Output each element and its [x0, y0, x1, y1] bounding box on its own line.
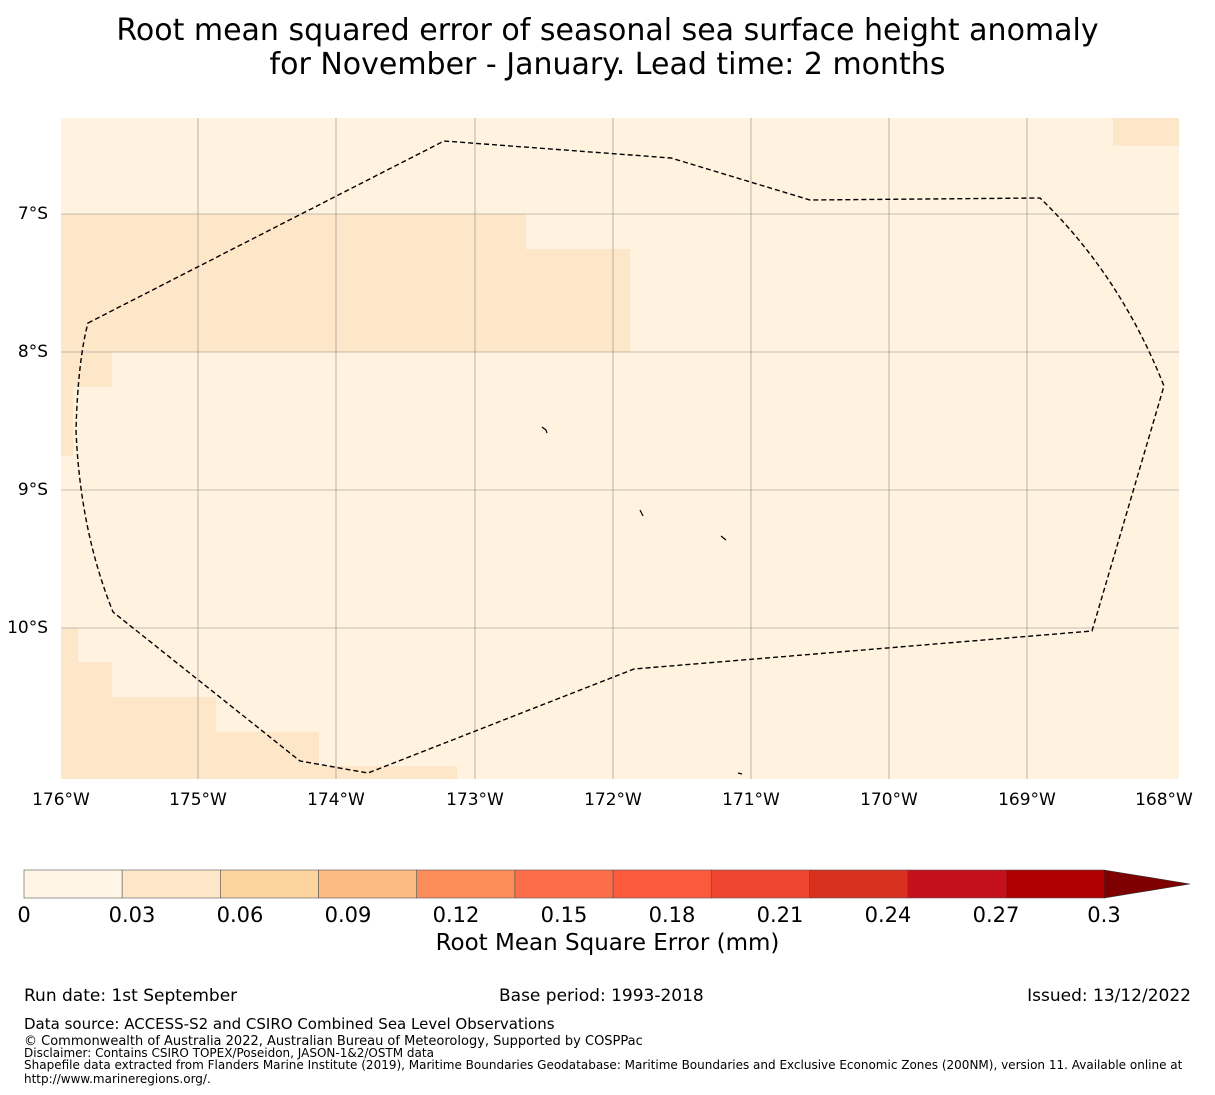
title-line-2: for November - January. Lead time: 2 mon… [269, 47, 946, 82]
gridlines [61, 118, 1179, 779]
rmse-cell [61, 628, 78, 779]
lon-tick: 169°W [998, 790, 1056, 810]
rmse-cell [1113, 118, 1179, 146]
colorbar-tick: 0.12 [433, 903, 480, 927]
title-line-1: Root mean squared error of seasonal sea … [116, 13, 1099, 48]
lat-tick: 10°S [7, 618, 48, 638]
island [720, 535, 727, 541]
lon-ticks: 176°W 175°W 174°W 173°W 172°W 171°W 170°… [32, 790, 1193, 810]
colorbar [23, 869, 1191, 899]
colorbar-tick: 0 [17, 903, 30, 927]
colorbar-tick: 0.3 [1087, 903, 1120, 927]
lat-ticks: 7°S 8°S 9°S 10°S [7, 204, 48, 638]
colorbar-tick: 0.15 [541, 903, 588, 927]
islands [541, 426, 743, 775]
colorbar-segment [121, 869, 221, 899]
disclaimer: Disclaimer: Contains CSIRO TOPEX/Poseido… [24, 1046, 434, 1060]
colorbar-segment [710, 869, 810, 899]
run-date: Run date: 1st September [24, 986, 238, 1006]
colorbar-tick: 0.18 [649, 903, 696, 927]
copyright: © Commonwealth of Australia 2022, Austra… [24, 1034, 643, 1049]
island [541, 426, 548, 434]
data-source: Data source: ACCESS-S2 and CSIRO Combine… [24, 1015, 555, 1033]
island [639, 509, 644, 517]
shapefile-credit: Shapefile data extracted from Flanders M… [24, 1058, 1183, 1072]
base-period: Base period: 1993-2018 [499, 986, 704, 1006]
chart-title: Root mean squared error of seasonal sea … [0, 14, 1215, 82]
lon-tick: 170°W [860, 790, 918, 810]
lon-tick: 173°W [446, 790, 504, 810]
colorbar-tick: 0.27 [973, 903, 1020, 927]
eez-boundary [75, 140, 1165, 774]
colorbar-tick: 0.24 [865, 903, 912, 927]
island [737, 772, 743, 775]
rmse-cell [319, 766, 457, 779]
colorbar-segment [318, 869, 418, 899]
lon-tick: 168°W [1135, 790, 1193, 810]
lat-tick: 7°S [18, 204, 48, 224]
colorbar-segment [907, 869, 1007, 899]
lat-tick: 9°S [18, 480, 48, 500]
rmse-cell [61, 352, 112, 387]
colorbar-tick: 0.03 [109, 903, 156, 927]
colorbar-segment [220, 869, 319, 899]
shapefile-url: http://www.marineregions.org/. [24, 1072, 211, 1086]
lat-tick: 8°S [18, 342, 48, 362]
rmse-cell [112, 697, 216, 779]
colorbar-segment [1005, 869, 1105, 899]
rmse-cell [216, 732, 319, 779]
rmse-cells [61, 118, 1179, 779]
colorbar-extend-arrow [1103, 869, 1191, 899]
colorbar-segment [23, 869, 123, 899]
colorbar-ticks: 0 0.03 0.06 0.09 0.12 0.15 0.18 0.21 0.24 0.27 0.3 [17, 903, 1120, 927]
rmse-cell [61, 387, 73, 456]
lon-tick: 176°W [32, 790, 90, 810]
colorbar-tick: 0.09 [325, 903, 372, 927]
colorbar-tick: 0.06 [217, 903, 264, 927]
colorbar-segment [612, 869, 712, 899]
colorbar-segment [514, 869, 614, 899]
colorbar-segment [416, 869, 516, 899]
colorbar-label: Root Mean Square Error (mm) [435, 930, 780, 956]
lon-tick: 172°W [584, 790, 642, 810]
lon-tick: 171°W [722, 790, 780, 810]
rmse-cell [61, 214, 526, 352]
rmse-cell [78, 662, 112, 779]
colorbar-tick: 0.21 [757, 903, 804, 927]
lon-tick: 174°W [307, 790, 365, 810]
issued-date: Issued: 13/12/2022 [1027, 986, 1191, 1006]
lon-tick: 175°W [169, 790, 227, 810]
rmse-cell [526, 249, 630, 352]
colorbar-segment [809, 869, 908, 899]
